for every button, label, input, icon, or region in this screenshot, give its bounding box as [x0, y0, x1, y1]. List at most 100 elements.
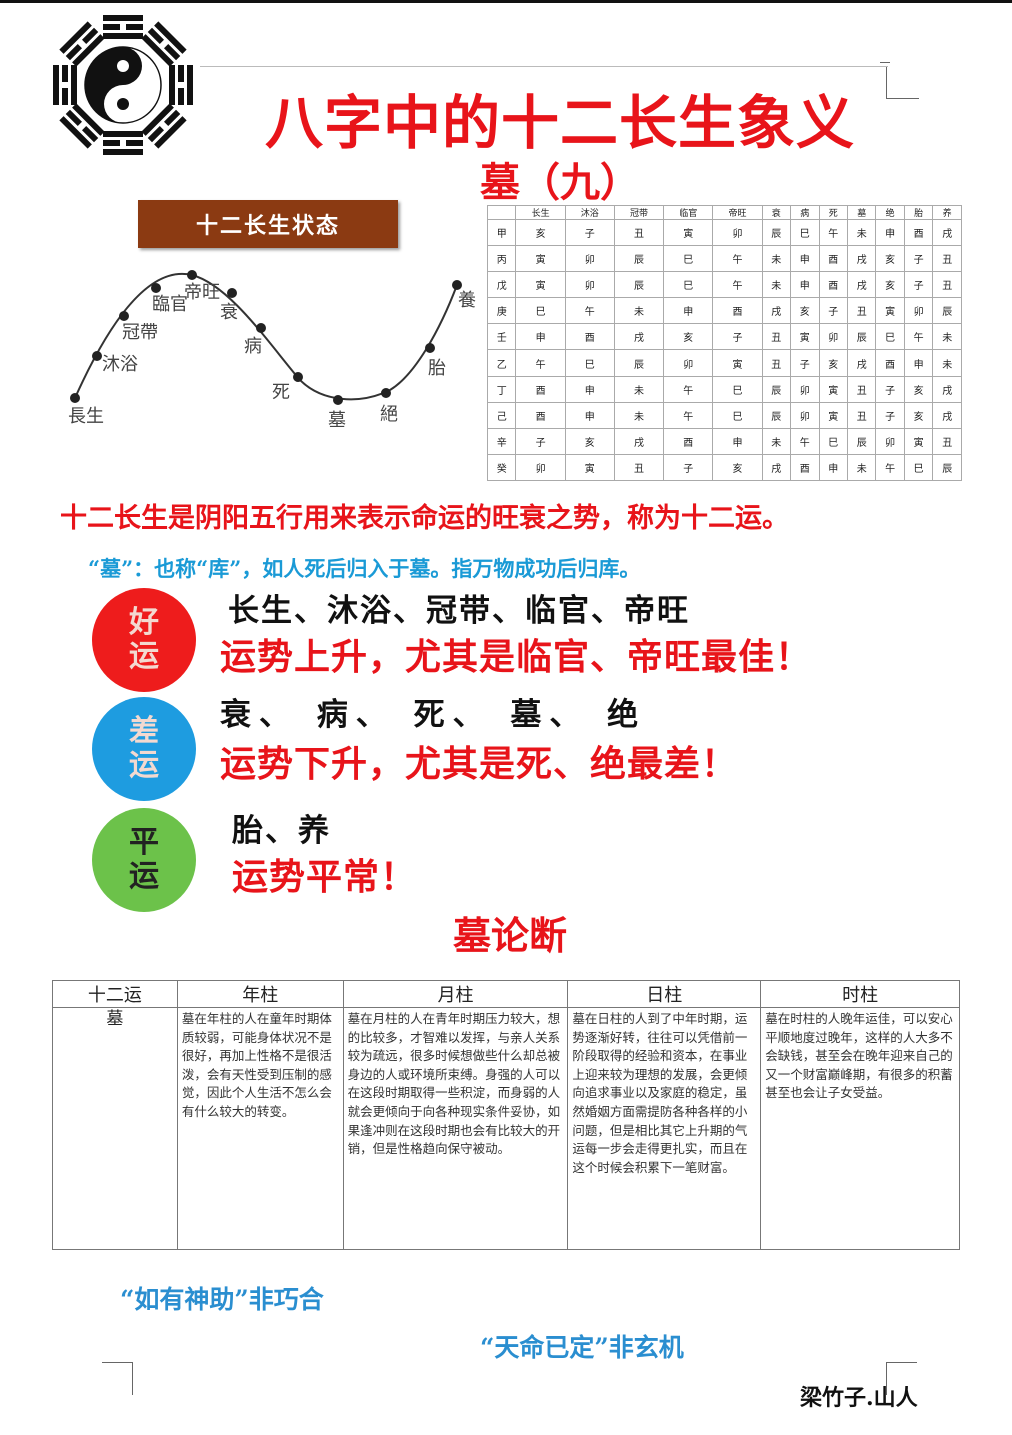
- cycle-table-header: 养: [932, 205, 962, 220]
- corner-mark-bottom-left: [102, 1362, 133, 1395]
- cycle-table-cell: 申: [790, 245, 820, 273]
- stage-label: 衰: [220, 302, 238, 323]
- wave-point: [425, 343, 435, 353]
- wave-point: [92, 351, 102, 361]
- cycle-table-cell: 卯: [564, 271, 615, 299]
- page-title: 八字中的十二长生象义: [264, 89, 855, 157]
- stage-label: 帝旺: [184, 282, 220, 303]
- cycle-table-cell: 亥: [903, 401, 934, 429]
- cycle-table-cell: 亥: [818, 349, 848, 377]
- table-row: 己酉申未午巳辰卯寅丑子亥戌: [486, 401, 962, 429]
- cycle-table-cell: 午: [875, 453, 905, 482]
- cycle-table-cell: 寅: [875, 297, 905, 325]
- cycle-table-cell: 申: [564, 401, 615, 429]
- cycle-table-cell: 酉: [903, 218, 934, 247]
- neutral-fortune-text: 运势平常！: [232, 856, 418, 898]
- wave-point: [333, 395, 343, 405]
- mu-day-cell: 墓在日柱的人到了中年时期，运势逐渐好转，往往可以凭借前一阶段取得的经验和资本，在…: [567, 1007, 762, 1250]
- table-row: 丙寅卯辰巳午未申酉戌亥子丑: [486, 245, 962, 273]
- cycle-table-cell: 丙: [486, 245, 517, 273]
- mu-year-cell: 墓在年柱的人在童年时期体质较弱，可能身体状况不是很好，再加上性格不是很活泼，会有…: [176, 1007, 344, 1250]
- cycle-table-header: 死: [818, 205, 848, 220]
- cycle-table-cell: 午: [663, 401, 714, 429]
- cycle-table-cell: 甲: [486, 218, 517, 247]
- wave-point: [70, 393, 80, 403]
- twelve-stages-table: 长生 沐浴 冠带 临官 帝旺衰病死墓绝胎养 甲亥子丑寅卯辰巳午未申酉戌丙寅卯辰巳午未申酉…: [486, 205, 962, 482]
- cycle-table-cell: 癸: [486, 453, 517, 482]
- author-signature: 梁竹子.山人: [800, 1385, 918, 1411]
- bad-fortune-badge: 差运: [92, 697, 196, 801]
- cycle-table-cell: 子: [712, 323, 763, 351]
- section-title: 墓论断: [452, 913, 567, 958]
- cycle-table-cell: 巳: [663, 271, 714, 299]
- cycle-table-cell: 戌: [846, 245, 877, 273]
- cycle-table-cell: 午: [712, 271, 763, 299]
- cycle-table-cell: 巳: [790, 218, 820, 247]
- cycle-table-cell: 午: [818, 218, 848, 247]
- mu-explanation: “墓”：也称“库”，如人死后归入于墓。指万物成功后归库。: [88, 556, 641, 581]
- cycle-table-cell: 子: [903, 245, 934, 273]
- cycle-table-cell: 丑: [846, 401, 877, 429]
- cycle-table-cell: 戊: [486, 271, 517, 299]
- cycle-table-header: 冠带: [613, 205, 665, 220]
- mu-table-header: 月柱: [342, 980, 569, 1008]
- cycle-table-cell: 亥: [875, 271, 905, 299]
- cycle-table-header: 长生: [515, 205, 566, 220]
- cycle-table-cell: 寅: [564, 453, 615, 482]
- cycle-table-header: [486, 205, 517, 220]
- top-border: [0, 0, 1012, 3]
- cycle-table-cell: 未: [932, 323, 962, 351]
- cycle-table-cell: 巳: [663, 245, 714, 273]
- cycle-table-cell: 子: [790, 349, 820, 377]
- cycle-table-cell: 卯: [790, 401, 820, 429]
- cycle-table-cell: 庚: [486, 297, 517, 325]
- good-fortune-badge: 好运: [92, 588, 196, 692]
- cycle-table-header: 病: [790, 205, 820, 220]
- cycle-table-cell: 申: [818, 453, 848, 482]
- cycle-table-cell: 巳: [818, 427, 848, 455]
- cycle-table-cell: 酉: [818, 245, 848, 273]
- cycle-table-cell: 卯: [818, 323, 848, 351]
- cycle-table-cell: 午: [564, 297, 615, 325]
- cycle-table-cell: 午: [903, 323, 934, 351]
- cycle-table-header: 沐浴: [564, 205, 615, 220]
- wave-point: [293, 372, 303, 382]
- stage-label: 墓: [328, 410, 346, 431]
- cycle-table-cell: 未: [761, 245, 792, 273]
- cycle-table-cell: 申: [663, 297, 714, 325]
- cycle-table-cell: 戌: [613, 427, 665, 455]
- yin-yang-bagua-logo: [53, 15, 193, 155]
- cycle-table-cell: 丁: [486, 375, 517, 403]
- cycle-table-cell: 申: [712, 427, 763, 455]
- mu-hour-cell: 墓在时柱的人晚年运佳，可以安心平顺地度过晚年，这样的人大多不会缺钱，甚至会在晚年…: [760, 1007, 960, 1250]
- cycle-table-cell: 酉: [663, 427, 714, 455]
- cycle-table-cell: 戌: [932, 218, 962, 247]
- cycle-table-cell: 酉: [790, 453, 820, 482]
- table-row: 墓 墓在年柱的人在童年时期体质较弱，可能身体状况不是很好，再加上性格不是很活泼，…: [52, 1007, 960, 1250]
- cycle-table-cell: 未: [613, 401, 665, 429]
- mu-table-header: 十二运: [52, 980, 178, 1008]
- table-row: 乙午巳辰卯寅丑子亥戌酉申未: [486, 349, 962, 377]
- cycle-table-header: 帝旺: [712, 205, 763, 220]
- cycle-table-cell: 午: [515, 349, 566, 377]
- cycle-table-cell: 戌: [846, 349, 877, 377]
- cycle-table-cell: 午: [712, 245, 763, 273]
- mu-month-cell: 墓在月柱的人在青年时期压力较大，想的比较多，才智难以发挥，与亲人关系较为疏远，很…: [342, 1007, 569, 1250]
- cycle-table-cell: 亥: [663, 323, 714, 351]
- cycle-table-cell: 寅: [818, 375, 848, 403]
- wave-point: [256, 323, 266, 333]
- stage-label: 死: [272, 382, 290, 403]
- cycle-table-cell: 辰: [932, 297, 962, 325]
- neutral-fortune-badge: 平运: [92, 808, 196, 912]
- cycle-table-cell: 丑: [932, 271, 962, 299]
- cycle-table-cell: 子: [875, 401, 905, 429]
- cycle-table-cell: 戌: [761, 453, 792, 482]
- cycle-table-cell: 酉: [712, 297, 763, 325]
- table-row: 丁酉申未午巳辰卯寅丑子亥戌: [486, 375, 962, 403]
- mu-table-header: 时柱: [760, 980, 960, 1008]
- cycle-table-cell: 申: [903, 349, 934, 377]
- cycle-table-cell: 丑: [761, 323, 792, 351]
- cycle-table-cell: 亥: [564, 427, 615, 455]
- cycle-table-header: 临官: [663, 205, 714, 220]
- cycle-table-cell: 未: [761, 427, 792, 455]
